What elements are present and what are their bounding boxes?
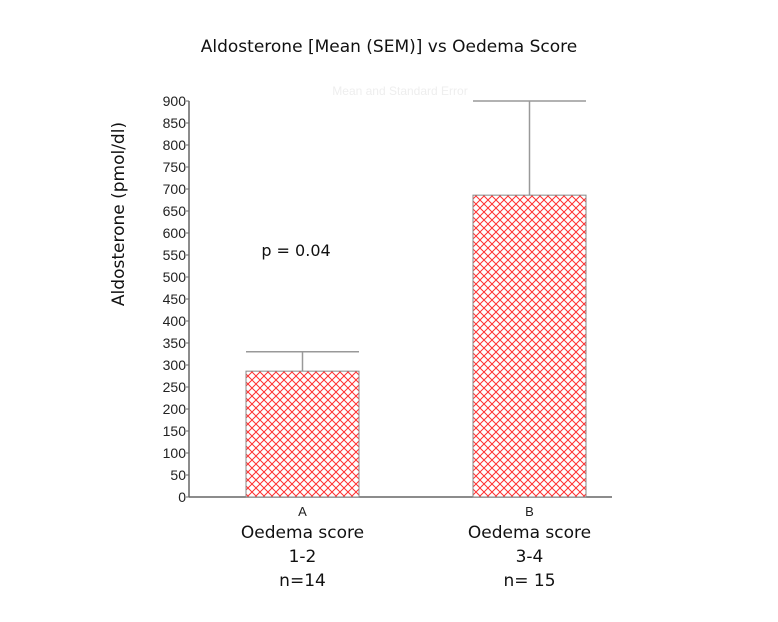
y-tick-label: 700: [163, 181, 187, 197]
y-axis-label: Aldosterone (pmol/dl): [109, 122, 129, 306]
y-tick-label: 800: [163, 137, 187, 153]
y-tick-label: 350: [163, 335, 187, 351]
y-tick-label: 0: [178, 489, 186, 505]
p-value-annotation: p = 0.04: [261, 241, 330, 260]
y-tick-label: 100: [163, 445, 187, 461]
y-tick-label: 750: [163, 159, 187, 175]
y-tick-label: 600: [163, 225, 187, 241]
group-label: 1-2: [289, 547, 317, 567]
y-tick-label: 850: [163, 115, 187, 131]
y-tick-label: 250: [163, 379, 187, 395]
x-tick-label: A: [298, 504, 307, 519]
y-tick-label: 50: [170, 467, 186, 483]
y-tick-label: 650: [163, 203, 187, 219]
y-tick-label: 400: [163, 313, 187, 329]
chart-title: Aldosterone [Mean (SEM)] vs Oedema Score: [201, 37, 577, 57]
y-tick-label: 150: [163, 423, 187, 439]
bar-B: [472, 194, 587, 498]
chart-subtitle: Mean and Standard Error: [332, 84, 467, 98]
x-tick-label: B: [525, 504, 534, 519]
group-label: 3-4: [516, 547, 544, 567]
y-tick-label: 550: [163, 247, 187, 263]
y-tick-label: 500: [163, 269, 187, 285]
y-tick-label: 300: [163, 357, 187, 373]
y-tick-label: 450: [163, 291, 187, 307]
group-label: n=14: [279, 571, 326, 591]
bar-A: [245, 370, 360, 498]
group-label: n= 15: [503, 571, 555, 591]
y-tick-label: 200: [163, 401, 187, 417]
y-tick-label: 900: [163, 93, 187, 109]
group-label: Oedema score: [241, 523, 364, 543]
group-label: Oedema score: [468, 523, 591, 543]
